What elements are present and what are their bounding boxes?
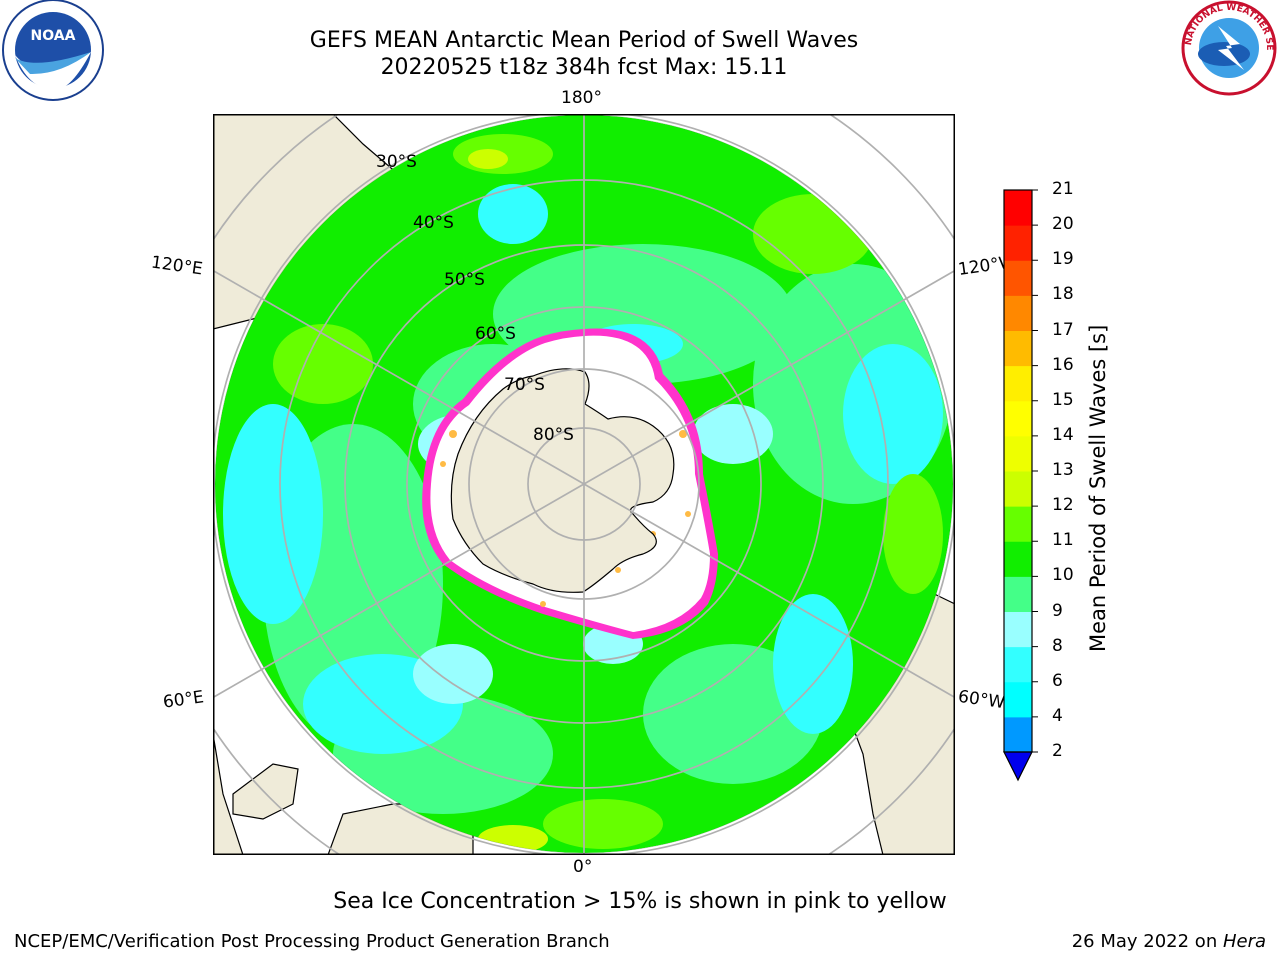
colorbar-segment bbox=[1004, 295, 1032, 331]
lon-label-180: 180° bbox=[561, 88, 602, 108]
lat-label-50s: 50°S bbox=[444, 270, 485, 290]
nws-logo: NATIONAL WEATHER SERVICE bbox=[1178, 0, 1277, 96]
noaa-logo-text: NOAA bbox=[31, 28, 76, 44]
polar-map bbox=[213, 114, 955, 855]
colorbar-segment bbox=[1004, 576, 1032, 612]
sea-ice-note: Sea Ice Concentration > 15% is shown in … bbox=[333, 889, 947, 914]
lon-label-60w: 60°W bbox=[956, 686, 1007, 714]
colorbar-tick-label: 16 bbox=[1052, 354, 1074, 375]
colorbar-segment bbox=[1004, 260, 1032, 296]
colorbar-tick-label: 15 bbox=[1052, 389, 1074, 410]
lon-label-60e: 60°E bbox=[161, 687, 206, 713]
colorbar-segment bbox=[1004, 681, 1032, 718]
colorbar-tick-label: 14 bbox=[1052, 424, 1074, 445]
antarctica bbox=[450, 368, 675, 593]
lat-label-70s: 70°S bbox=[504, 375, 545, 395]
footer-date: 26 May 2022 on Hera bbox=[1072, 931, 1266, 952]
colorbar-tick-label: 19 bbox=[1052, 249, 1074, 270]
colorbar-segment bbox=[1004, 400, 1032, 437]
colorbar-segment bbox=[1004, 435, 1032, 472]
colorbar-tick-label: 2 bbox=[1052, 741, 1063, 761]
colorbar-segment bbox=[1004, 225, 1032, 261]
colorbar-title: Mean Period of Swell Waves [s] bbox=[1086, 324, 1110, 652]
lat-label-40s: 40°S bbox=[413, 213, 454, 233]
lat-label-80s: 80°S bbox=[533, 425, 574, 445]
colorbar-segment bbox=[1004, 365, 1032, 402]
colorbar-segment bbox=[1004, 541, 1032, 577]
colorbar-segment bbox=[1004, 330, 1032, 367]
chart-subtitle: 20220525 t18z 384h fcst Max: 15.11 bbox=[380, 55, 788, 80]
graticule bbox=[213, 114, 955, 855]
lon-label-0: 0° bbox=[573, 857, 593, 877]
chart-title: GEFS MEAN Antarctic Mean Period of Swell… bbox=[309, 28, 859, 53]
noaa-logo: NOAA bbox=[2, 0, 104, 101]
colorbar-tick-label: 6 bbox=[1052, 670, 1063, 691]
colorbar-tick-label: 13 bbox=[1052, 460, 1074, 480]
lon-label-120e: 120°E bbox=[149, 252, 204, 280]
footer-host: Hera bbox=[1222, 931, 1266, 952]
colorbar-segment bbox=[1004, 471, 1032, 507]
colorbar-tick-label: 4 bbox=[1052, 705, 1063, 726]
lat-label-60s: 60°S bbox=[475, 324, 516, 344]
colorbar-tick-label: 20 bbox=[1052, 214, 1074, 235]
colorbar-tick-label: 9 bbox=[1052, 600, 1063, 621]
map-frame bbox=[213, 114, 955, 855]
colorbar-segment bbox=[1004, 646, 1032, 683]
colorbar-extend-arrow bbox=[1003, 751, 1033, 782]
colorbar bbox=[1003, 189, 1038, 782]
colorbar-segment bbox=[1004, 190, 1032, 226]
footer-credit: NCEP/EMC/Verification Post Processing Pr… bbox=[14, 931, 610, 952]
colorbar-tick-label: 18 bbox=[1052, 284, 1074, 305]
colorbar-tick-label: 17 bbox=[1052, 319, 1074, 340]
colorbar-tick-label: 11 bbox=[1052, 530, 1074, 551]
colorbar-segment bbox=[1004, 716, 1032, 753]
colorbar-tick-label: 10 bbox=[1052, 565, 1074, 586]
colorbar-tick-label: 12 bbox=[1052, 495, 1074, 516]
colorbar-tick-label: 21 bbox=[1052, 179, 1074, 199]
colorbar-segment bbox=[1004, 611, 1032, 648]
footer-date-text: 26 May 2022 on bbox=[1071, 931, 1223, 952]
colorbar-segment bbox=[1004, 506, 1032, 542]
colorbar-tick-label: 8 bbox=[1052, 635, 1063, 656]
lat-label-30s: 30°S bbox=[376, 152, 417, 172]
